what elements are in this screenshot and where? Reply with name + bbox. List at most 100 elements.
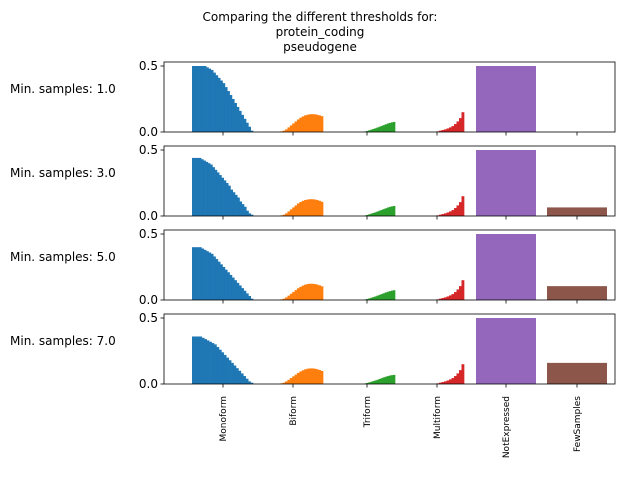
bar	[250, 382, 254, 384]
bar	[229, 95, 233, 132]
bar	[388, 122, 392, 132]
bar	[456, 289, 460, 300]
bar	[459, 370, 462, 384]
title-line-2: protein_coding	[276, 25, 365, 39]
bar	[378, 378, 381, 384]
bar	[196, 336, 200, 384]
bar	[227, 91, 230, 132]
y-tick-label: 0.5	[139, 311, 158, 325]
bar	[245, 122, 249, 132]
bar	[245, 293, 249, 300]
bar	[225, 183, 229, 216]
bar	[461, 112, 465, 132]
bar	[439, 214, 442, 216]
bar	[449, 379, 452, 384]
bar	[390, 375, 394, 384]
category-label: Multiform	[433, 396, 443, 439]
bar	[313, 368, 317, 384]
bar	[250, 298, 254, 300]
bar	[219, 175, 222, 216]
bar	[374, 128, 377, 132]
bar	[248, 296, 252, 300]
bar	[390, 290, 394, 300]
bar	[308, 199, 312, 216]
bar	[250, 130, 254, 132]
bar	[311, 114, 314, 132]
bar	[306, 199, 310, 216]
bar	[201, 248, 205, 300]
bar	[213, 344, 217, 384]
bar	[221, 352, 225, 384]
panels: 0.0 0.5 Min. samples: 1.0 0.0 0.5 Min. sample…	[10, 59, 616, 391]
bar	[243, 206, 247, 216]
category-label: FewSamples	[573, 396, 583, 452]
bar	[227, 272, 230, 300]
bar	[224, 87, 228, 132]
bar	[441, 214, 445, 216]
bar	[315, 114, 319, 132]
biform-bars	[280, 368, 324, 384]
bar	[306, 368, 310, 384]
bar	[285, 381, 288, 384]
bar	[248, 213, 252, 216]
category-label: NotExpressed	[502, 396, 512, 458]
monoform-bars	[192, 66, 254, 132]
bar	[366, 298, 369, 300]
bar	[285, 129, 288, 132]
bar	[296, 288, 300, 300]
bar	[235, 368, 239, 384]
category-label: Monoform	[219, 396, 229, 441]
category-label: Biform	[289, 396, 299, 426]
bar	[236, 282, 240, 300]
bar	[192, 66, 195, 132]
bar	[301, 285, 305, 300]
bar	[390, 122, 394, 132]
bar	[285, 297, 288, 300]
bar	[213, 256, 216, 300]
bar	[311, 199, 314, 216]
monoform-bars	[192, 247, 254, 300]
bar	[299, 371, 303, 384]
bar	[196, 157, 200, 216]
bar	[289, 293, 293, 300]
monoform-bars	[192, 157, 254, 216]
bar	[384, 292, 388, 300]
bar	[207, 163, 211, 216]
bar	[241, 288, 244, 300]
bar	[199, 336, 203, 384]
bar	[296, 119, 300, 132]
bar	[370, 213, 373, 216]
bar	[315, 284, 319, 300]
bar	[192, 157, 195, 216]
bar	[234, 280, 237, 300]
bar	[372, 297, 375, 300]
bar	[392, 290, 396, 300]
bar	[301, 116, 305, 132]
bar	[304, 284, 307, 300]
bar	[201, 337, 205, 384]
bar	[212, 167, 215, 216]
bar	[380, 125, 383, 132]
bar	[287, 295, 291, 300]
bar	[228, 185, 231, 216]
bar	[214, 169, 218, 216]
bar	[224, 269, 228, 300]
bar	[282, 130, 286, 132]
bar	[289, 209, 293, 216]
bar	[194, 66, 198, 132]
bar	[232, 192, 236, 216]
bar	[372, 381, 375, 384]
panel-1: 0.0 0.5 Min. samples: 1.0	[10, 59, 616, 139]
bar	[304, 200, 307, 216]
panel-label: Min. samples: 7.0	[10, 334, 116, 348]
bar	[223, 354, 227, 384]
bar	[374, 380, 377, 384]
bar	[217, 261, 221, 300]
y-tick-label: 0.5	[139, 143, 158, 157]
bar	[289, 378, 293, 384]
bar	[201, 159, 204, 216]
bar	[222, 83, 226, 132]
bar	[194, 157, 197, 216]
bar	[449, 295, 452, 300]
